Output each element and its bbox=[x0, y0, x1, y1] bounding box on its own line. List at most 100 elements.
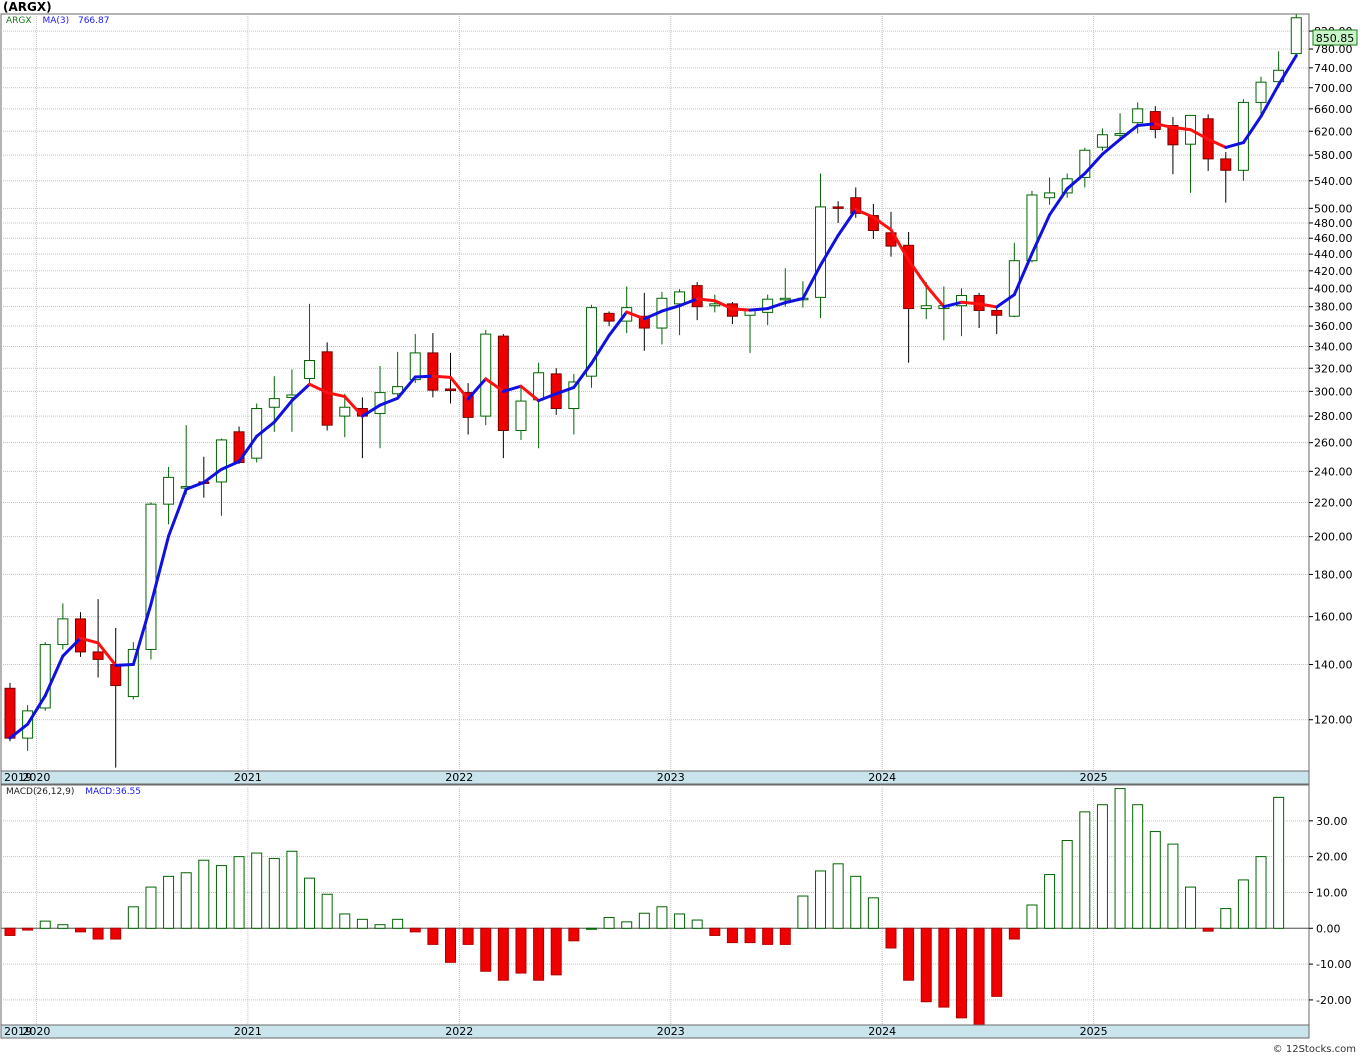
ma-segment bbox=[78, 636, 100, 645]
price-tick-label: 240.00 bbox=[1314, 465, 1353, 478]
candle bbox=[127, 642, 139, 700]
candle bbox=[779, 268, 791, 307]
year-label: 2020 bbox=[22, 1025, 50, 1038]
price-tick-label: 200.00 bbox=[1314, 531, 1353, 544]
price-tick-label: 460.00 bbox=[1314, 232, 1353, 245]
ma-segment bbox=[907, 258, 928, 288]
macd-bar bbox=[585, 927, 597, 930]
macd-bar bbox=[533, 927, 545, 981]
ma-segment bbox=[290, 382, 312, 403]
ma-segment bbox=[431, 374, 452, 379]
macd-bar bbox=[321, 893, 333, 929]
ma-segment bbox=[396, 375, 417, 400]
candle bbox=[163, 466, 175, 525]
ma-segment bbox=[995, 293, 1016, 309]
year-label: 2021 bbox=[234, 771, 262, 784]
candle bbox=[427, 333, 439, 398]
candle bbox=[1044, 177, 1056, 205]
macd-bar bbox=[74, 927, 86, 933]
price-grid bbox=[1, 30, 1309, 721]
last-price-value: 850.85 bbox=[1316, 32, 1355, 45]
candle bbox=[4, 682, 16, 742]
ma-segment bbox=[766, 301, 787, 311]
year-label: 2019 bbox=[4, 771, 32, 784]
candle bbox=[515, 387, 527, 440]
macd-bar bbox=[1026, 904, 1038, 929]
year-label: 2022 bbox=[445, 771, 473, 784]
ma-segment bbox=[959, 300, 981, 306]
candle bbox=[603, 311, 615, 327]
ma-segment bbox=[1100, 137, 1122, 156]
macd-bar bbox=[674, 913, 686, 929]
ma-segment bbox=[1065, 172, 1087, 191]
price-tick-label: 620.00 bbox=[1314, 125, 1353, 138]
year-label: 2019 bbox=[4, 1025, 32, 1038]
year-label: 2023 bbox=[657, 771, 685, 784]
ma-segment bbox=[783, 297, 805, 305]
price-tick-label: 700.00 bbox=[1314, 82, 1353, 95]
macd-bar bbox=[832, 863, 844, 929]
ma-segment bbox=[184, 480, 206, 491]
macd-bar bbox=[427, 927, 439, 945]
macd-bar bbox=[1008, 927, 1020, 940]
macd-bar bbox=[127, 906, 139, 929]
macd-bar bbox=[145, 886, 157, 929]
ma-segment bbox=[149, 534, 171, 606]
ma-segment bbox=[589, 333, 611, 365]
price-tick-label: 340.00 bbox=[1314, 341, 1353, 354]
macd-bar bbox=[991, 927, 1003, 997]
ma-segment bbox=[26, 694, 47, 726]
ma-segment bbox=[255, 420, 276, 438]
ma-segment bbox=[1224, 141, 1245, 149]
macd-bar bbox=[339, 913, 351, 929]
candle bbox=[462, 383, 474, 435]
ma-segment bbox=[360, 403, 382, 418]
ma-segment bbox=[219, 460, 241, 471]
ma-segment bbox=[1277, 54, 1298, 87]
candle bbox=[691, 282, 703, 321]
ma-segment bbox=[202, 467, 223, 484]
macd-bar bbox=[198, 859, 210, 929]
ma-segment bbox=[1118, 124, 1140, 141]
price-tick-label: 140.00 bbox=[1314, 658, 1353, 671]
price-tick-label: 420.00 bbox=[1314, 265, 1353, 278]
macd-bar bbox=[603, 917, 615, 929]
macd-bar bbox=[1132, 804, 1144, 929]
price-tick-label: 740.00 bbox=[1314, 62, 1353, 75]
ma-segment bbox=[695, 297, 717, 303]
candle bbox=[215, 438, 227, 516]
ma-segment bbox=[114, 662, 135, 667]
candle bbox=[409, 334, 421, 384]
macd-bar bbox=[497, 927, 509, 981]
macd-bars bbox=[1, 788, 1309, 1026]
ma-segment bbox=[572, 361, 593, 389]
macd-bar bbox=[409, 927, 421, 933]
ma-segment bbox=[801, 263, 823, 301]
macd-bar bbox=[938, 927, 950, 1008]
price-tick-label: 780.00 bbox=[1314, 43, 1353, 56]
ma-segment bbox=[819, 233, 840, 267]
year-label: 2022 bbox=[445, 1025, 473, 1038]
price-tick-label: 220.00 bbox=[1314, 497, 1353, 510]
price-date-axis bbox=[0, 770, 1310, 785]
candle bbox=[867, 204, 879, 239]
ma-segment bbox=[343, 395, 364, 418]
year-label: 2020 bbox=[22, 771, 50, 784]
ma-segment bbox=[43, 654, 65, 698]
ma-segment bbox=[554, 385, 576, 396]
candle bbox=[1149, 106, 1161, 139]
candle bbox=[568, 373, 580, 435]
candle bbox=[815, 173, 827, 319]
macd-bar bbox=[180, 872, 192, 929]
price-tick-label: 660.00 bbox=[1314, 103, 1353, 116]
last-price-tag: 850.85 bbox=[1312, 29, 1358, 46]
macd-bar bbox=[1220, 908, 1232, 929]
ma-segment bbox=[484, 377, 505, 393]
macd-bar bbox=[251, 852, 263, 929]
candle bbox=[304, 303, 316, 385]
ma-segment bbox=[1153, 122, 1175, 129]
price-vertical-grid bbox=[35, 14, 1095, 771]
ma-segment bbox=[1012, 252, 1034, 297]
ma-segment bbox=[237, 434, 259, 464]
chart-title: (ARGX) bbox=[3, 0, 52, 14]
